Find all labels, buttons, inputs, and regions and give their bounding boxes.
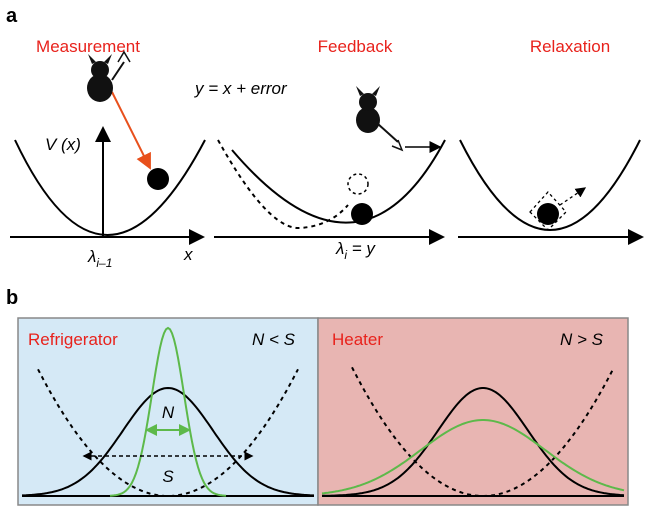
demon-icon bbox=[356, 86, 402, 150]
lambda-label: λi = y bbox=[335, 239, 376, 262]
box-title: Heater bbox=[332, 330, 383, 349]
relation: N > S bbox=[560, 330, 604, 349]
measurement-arrow bbox=[112, 92, 150, 168]
particle bbox=[537, 203, 559, 225]
particle bbox=[147, 168, 169, 190]
box-title: Refrigerator bbox=[28, 330, 118, 349]
lambda-label: λi–1 bbox=[87, 247, 112, 270]
panel-label: b bbox=[6, 287, 18, 309]
particle bbox=[351, 203, 373, 225]
rest: = y bbox=[347, 239, 376, 258]
equation: y = x + error bbox=[194, 79, 288, 98]
axis-label: V (x) bbox=[45, 135, 81, 154]
panel-label: a bbox=[6, 5, 18, 27]
figure: a Measurement Feedback Relaxation y = x … bbox=[0, 0, 648, 506]
width-label: S bbox=[162, 467, 174, 486]
symbol: λ bbox=[87, 247, 96, 266]
relation: N < S bbox=[252, 330, 296, 349]
axis-label: x bbox=[183, 245, 193, 264]
demon-icon bbox=[87, 52, 130, 102]
symbol: λ bbox=[335, 239, 344, 258]
step-title: Relaxation bbox=[530, 37, 610, 56]
width-label: N bbox=[162, 403, 175, 422]
step-title: Feedback bbox=[318, 37, 393, 56]
subscript: i–1 bbox=[96, 256, 112, 270]
